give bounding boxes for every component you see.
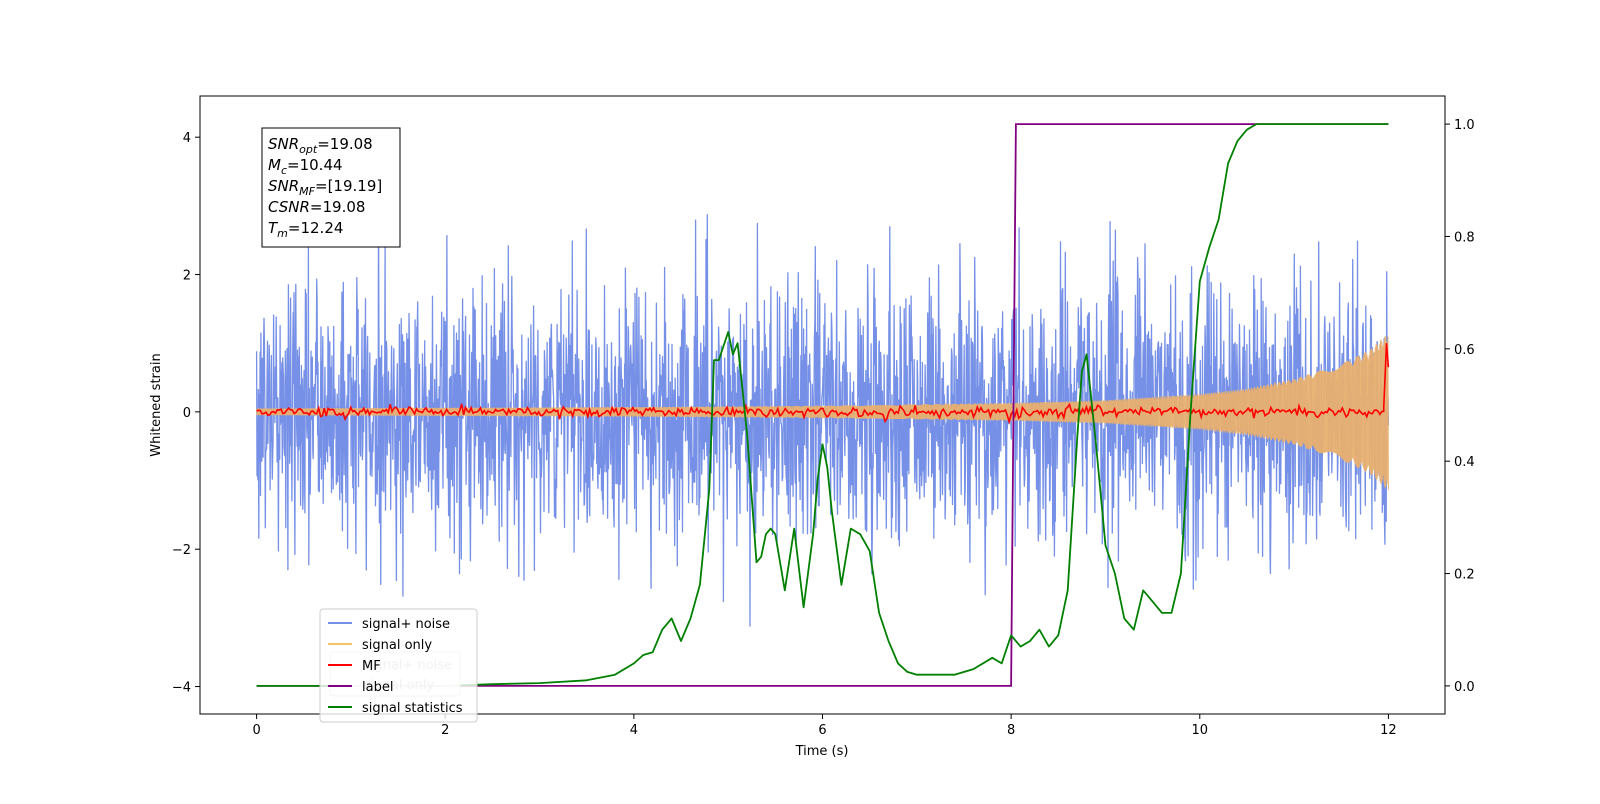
y2-tick-label: 0.8 [1454, 230, 1475, 245]
y2-tick-label: 0.6 [1454, 343, 1475, 358]
y2-tick-label: 0.0 [1454, 680, 1475, 695]
annotation-line: SNRopt=19.08 [268, 135, 373, 156]
y-tick-label: 4 [183, 131, 191, 146]
series-label [256, 123, 1389, 687]
series-signal-only [256, 335, 1389, 490]
x-tick-label: 0 [252, 723, 260, 738]
x-tick-label: 12 [1380, 723, 1397, 738]
y-axis-label: Whitened strain [149, 353, 164, 456]
legend-label: MF [362, 659, 381, 674]
y-tick-label: −4 [172, 681, 191, 696]
legend-label: signal statistics [362, 701, 463, 716]
y2-tick-label: 0.4 [1454, 455, 1475, 470]
legend-label: signal+ noise [362, 617, 450, 632]
x-tick-label: 10 [1191, 723, 1208, 738]
y-tick-label: 0 [183, 406, 191, 421]
x-tick-label: 6 [818, 723, 826, 738]
x-tick-label: 4 [630, 723, 638, 738]
series-signal-statistics [256, 123, 1389, 687]
axes-layer: 0 2 4 6 8 10 12 −4 −2 0 2 4 0.0 0.2 0.4 0.6 0.8 1.0 [172, 118, 1475, 738]
legend-label: signal only [362, 638, 432, 653]
x-axis-label: Time (s) [795, 744, 849, 759]
y2-tick-label: 0.2 [1454, 568, 1475, 583]
annotation-frame [261, 127, 401, 248]
annotation-line: CSNR=19.08 [268, 198, 365, 216]
y-tick-label: −2 [172, 543, 191, 558]
y-tick-label: 2 [183, 269, 191, 284]
y2-tick-label: 1.0 [1454, 118, 1475, 133]
annotation-line: SNRMF=[19.19] [268, 177, 382, 198]
annotation-box: SNRopt=19.08Mc=10.44SNRMF=[19.19]CSNR=19… [261, 127, 401, 248]
legend-frame [319, 608, 478, 723]
x-tick-label: 8 [1007, 723, 1015, 738]
x-tick-label: 2 [441, 723, 449, 738]
legend-label: label [362, 680, 393, 695]
annotation-line: Mc=10.44 [268, 156, 343, 177]
series-mf [256, 343, 1390, 425]
annotation-line: Tm=12.24 [268, 219, 343, 240]
series-layer [255, 123, 1390, 687]
